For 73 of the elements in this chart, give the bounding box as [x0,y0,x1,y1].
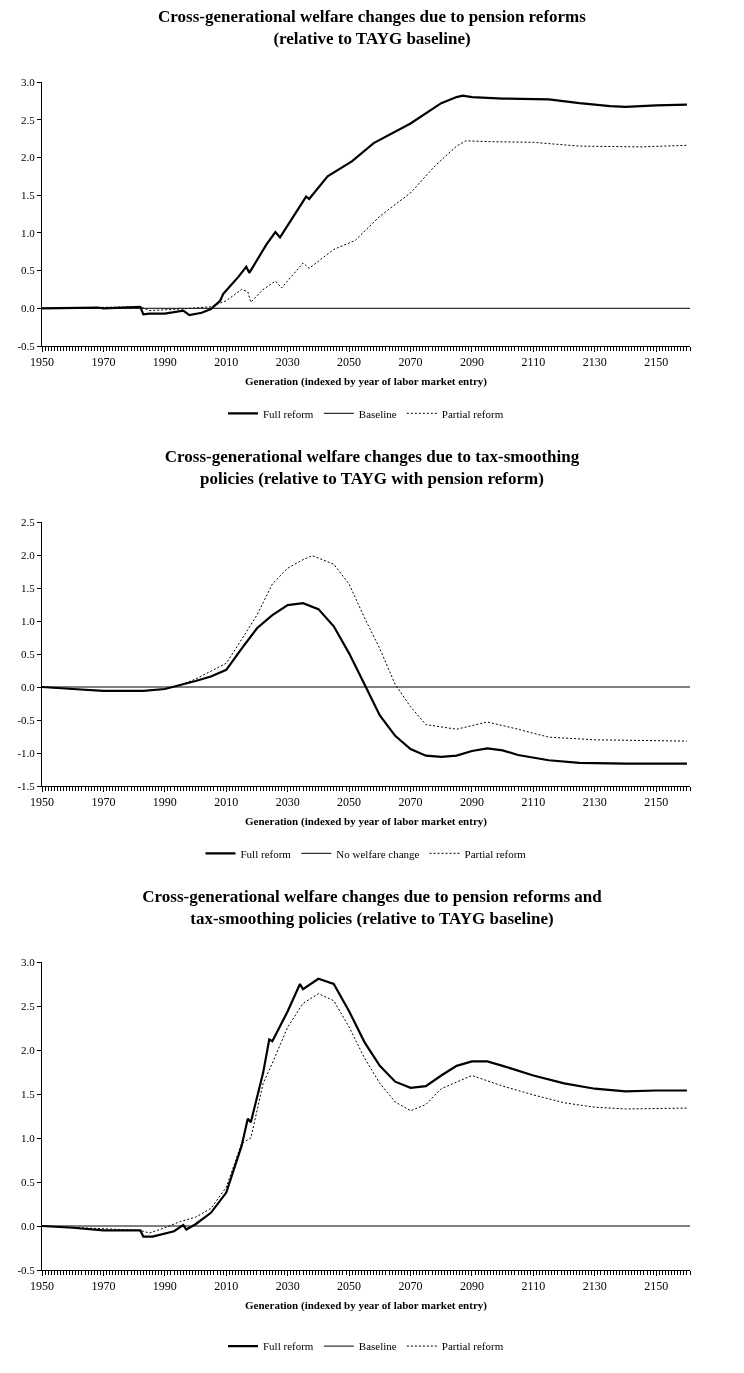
y-tick-label: -1.0 [17,746,36,759]
x-axis-title: Generation (indexed by year of labor market entry) [245,1298,488,1312]
x-tick-label: 2070 [398,1279,423,1294]
y-tick-label: 1.5 [21,581,36,594]
y-tick-label: 1.0 [21,226,36,239]
y-tick-label: 2.5 [21,113,36,126]
x-tick-label: 1970 [91,1279,116,1294]
x-tick-label: 1950 [30,1279,54,1294]
x-tick-label: 2010 [214,1279,239,1294]
y-tick-label: 1.5 [21,188,36,201]
x-tick-label: 2150 [644,355,669,370]
x-axis-title: Generation (indexed by year of labor market entry) [245,814,488,828]
y-tick-label: 0.0 [21,1219,36,1232]
y-tick-label: 2.5 [21,999,36,1012]
chart-title: Cross-generational welfare changes due to pension reforms (relative to TAYG baseline) [158,7,587,49]
y-tick-label: 2.5 [21,515,36,528]
y-tick-label: 2.0 [21,1043,36,1056]
x-tick-label: 2050 [337,795,362,810]
x-tick-label: 2070 [398,355,423,370]
x-tick-label: 1990 [152,355,177,370]
x-tick-label: 2090 [459,355,484,370]
x-tick-label: 2130 [582,355,607,370]
x-tick-label: 1990 [152,1279,177,1294]
y-tick-label: 2.0 [21,548,36,561]
x-tick-label: 2130 [582,1279,607,1294]
legend-label: No welfare change [336,847,420,860]
chart-title: Cross-generational welfare changes due to tax-smoothing policies (relative to TAYG with pension reform) [164,447,580,489]
x-tick-label: 2090 [459,795,484,810]
x-tick-label: 1970 [91,355,116,370]
legend-label: Partial reform [441,407,504,420]
y-tick-label: -0.5 [17,339,36,352]
x-tick-label: 2090 [459,1279,484,1294]
legend-label: Baseline [358,407,397,420]
legend-label: Full reform [263,1340,314,1353]
x-tick-label: 2150 [644,1279,669,1294]
x-tick-label: 2130 [582,795,607,810]
x-tick-label: 2030 [275,355,300,370]
x-tick-label: 2050 [337,355,362,370]
y-tick-label: -1.5 [17,779,36,792]
y-tick-label: 1.0 [21,1131,36,1144]
y-tick-label: 0.5 [21,264,36,277]
y-tick-label: -0.5 [17,713,36,726]
x-tick-label: 1970 [91,795,116,810]
x-tick-label: 2030 [275,795,300,810]
y-tick-label: 1.5 [21,1087,36,1100]
x-tick-label: 2110 [521,795,546,810]
y-tick-label: 0.0 [21,302,36,315]
x-axis-title: Generation (indexed by year of labor market entry) [245,374,488,388]
x-tick-label: 1990 [152,795,177,810]
x-tick-label: 2010 [214,795,239,810]
x-tick-label: 2070 [398,795,423,810]
x-tick-label: 1950 [30,355,54,370]
legend-label: Full reform [240,847,292,860]
y-tick-label: 1.0 [21,614,36,627]
y-tick-label: -0.5 [17,1263,36,1276]
x-tick-label: 2150 [644,795,669,810]
y-tick-label: 3.0 [21,75,36,88]
y-tick-label: 0.5 [21,647,36,660]
x-tick-label: 2030 [275,1279,300,1294]
y-tick-label: 0.5 [21,1175,36,1188]
x-tick-label: 2050 [337,1279,362,1294]
legend-label: Partial reform [464,847,527,860]
x-tick-label: 2010 [214,355,239,370]
legend-label: Baseline [358,1340,397,1353]
y-tick-label: 3.0 [21,955,36,968]
x-tick-label: 1950 [30,795,54,810]
chart-title: Cross-generational welfare changes due to pension reforms and tax-smoothing policies (relative to TAYG baseline) [142,887,603,929]
x-tick-label: 2110 [521,355,546,370]
x-tick-label: 2110 [521,1279,546,1294]
legend-label: Partial reform [441,1340,504,1353]
y-tick-label: 2.0 [21,151,36,164]
legend-label: Full reform [263,407,314,420]
y-tick-label: 0.0 [21,680,36,693]
